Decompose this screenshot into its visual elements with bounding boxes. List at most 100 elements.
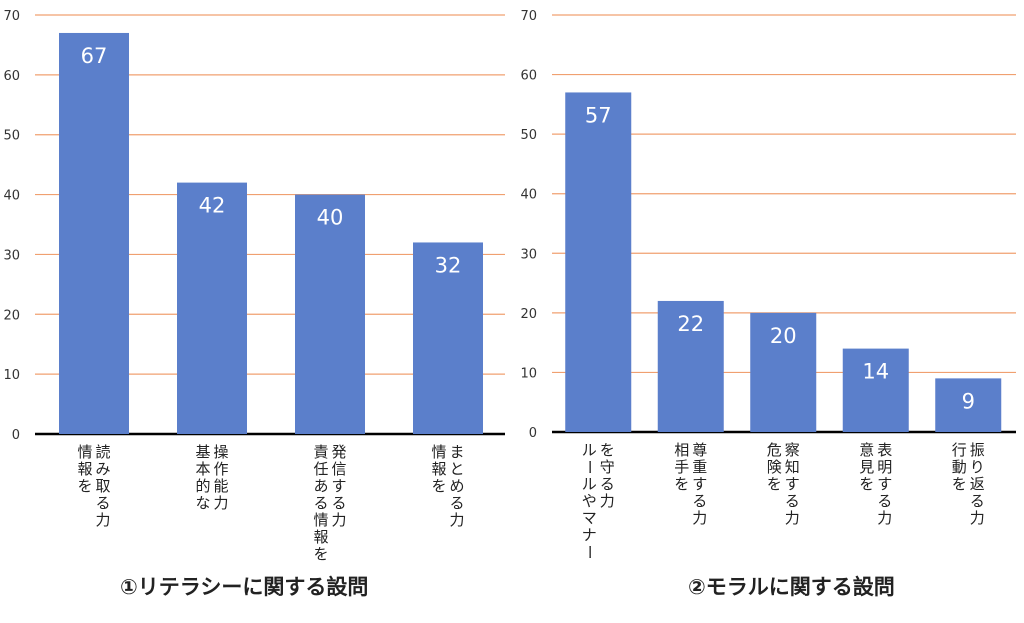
chart-2-category-label-char: す [692, 475, 707, 493]
chart-1-category-label-char: 情 [77, 443, 92, 461]
chart-2-category-label-char: 見 [859, 458, 874, 476]
chart-1-category-label-char: る [95, 494, 110, 512]
chart-2-category-label-char: 表 [877, 441, 892, 459]
chart-2-bar [565, 92, 632, 432]
chart-1-category-label-char: 力 [449, 511, 464, 529]
chart-1-category-label-char: る [313, 494, 328, 512]
chart-2-ytick-label: 10 [520, 366, 537, 381]
chart-1-bar [413, 242, 483, 434]
chart-1-category-label-char: 操 [213, 443, 228, 461]
chart-1-category-label-char: す [331, 477, 346, 495]
chart-2-category-label-char: 力 [785, 509, 800, 527]
chart-1-bar [177, 182, 247, 434]
chart-2-data-label: 14 [862, 360, 889, 384]
chart-2-data-label: 9 [962, 389, 975, 413]
chart-2-category-label-char: る [600, 475, 615, 493]
chart-1-category-label-char: 取 [95, 477, 110, 495]
chart-2-ytick-label: 70 [520, 9, 537, 24]
chart-1-bar [59, 32, 129, 434]
chart-2-category-label-char: る [785, 492, 800, 510]
chart-2-category-label-char: 力 [877, 509, 892, 527]
chart-1-category-label-char: 報 [431, 460, 446, 478]
chart-2-category-label-char: 危 [767, 441, 782, 459]
chart-2-title: ②モラルに関する設問 [688, 575, 895, 599]
chart-1-ytick-label: 50 [3, 129, 20, 144]
chart-1-category-label-char: と [449, 460, 464, 478]
chart-2-ytick-label: 50 [520, 128, 537, 143]
chart-2-category-label-char: ー [580, 544, 598, 559]
chart-1-ytick-label: 40 [3, 189, 20, 204]
chart-2-category-label-char: を [674, 475, 689, 493]
chart-1-category-label-char: ま [449, 443, 464, 461]
chart-1-data-label: 32 [435, 253, 462, 277]
chart-1-category-label-char: 責 [313, 443, 328, 461]
chart-1-category-label-char: あ [313, 477, 328, 495]
chart-1-category-label-char: 力 [213, 494, 228, 512]
chart-1-category-label-char: 力 [331, 511, 346, 529]
chart-1-ytick-label: 30 [3, 248, 20, 263]
chart-1-data-label: 67 [81, 44, 108, 68]
chart-2-category-label-char: す [877, 475, 892, 493]
chart-2-ytick-label: 20 [520, 307, 537, 322]
chart-2-category-label-char: す [785, 475, 800, 493]
chart-1-category-label-char: 的 [195, 477, 210, 495]
chart-2-category-label-char: 険 [767, 458, 782, 476]
chart-1-category-label-char: を [77, 477, 92, 495]
chart-2-category-label-char: 行 [952, 441, 967, 459]
chart-2-category-label-char: 明 [877, 458, 892, 476]
chart-1-category-label-char: 報 [77, 460, 92, 478]
chart-2-category-label-char: マ [582, 509, 597, 527]
chart-1-category-label-char: 能 [213, 477, 228, 495]
chart-2-category-label-char: 振 [970, 441, 985, 459]
chart-1-category-label-char: み [95, 460, 110, 478]
chart-2-category-label-char: る [970, 492, 985, 510]
chart-2-category-label-char: を [600, 441, 615, 459]
chart-1-category-label-char: 作 [213, 460, 228, 478]
chart-2-category-label-char: 動 [952, 458, 967, 476]
chart-1-category-label-char: 信 [331, 460, 346, 478]
chart-1-category-label-char: 読 [95, 443, 110, 461]
chart-2-ytick-label: 60 [520, 69, 537, 84]
chart-2-category-label-char: ナ [582, 526, 597, 544]
chart-2-category-label-char: 意 [859, 441, 874, 459]
chart-1-data-label: 40 [317, 206, 344, 230]
chart-2-bar [842, 348, 909, 432]
chart-2-ytick-label: 40 [520, 188, 537, 203]
chart-1-category-label-char: め [449, 477, 464, 495]
chart-2-category-label-char: 手 [674, 458, 689, 476]
chart-2-category-label-char: を [952, 475, 967, 493]
chart-2-data-label: 20 [770, 324, 797, 348]
chart-2-category-label-char: 力 [692, 509, 707, 527]
chart-1-category-label-char: 力 [95, 511, 110, 529]
chart-2-category-label-char: 相 [674, 441, 689, 459]
chart-2-category-label-char: 尊 [692, 441, 707, 459]
chart-2-data-label: 22 [677, 312, 704, 336]
chart-2-category-label-char: や [582, 492, 597, 510]
chart-1-category-label-char: を [431, 477, 446, 495]
chart-1-category-label-char: 発 [331, 443, 346, 461]
chart-2-category-label-char: ー [580, 459, 598, 474]
chart-1-title: ①リテラシーに関する設問 [120, 575, 369, 599]
chart-2-category-label-char: る [877, 492, 892, 510]
chart-1-category-label-char: な [195, 494, 210, 512]
chart-1-bar [295, 194, 365, 434]
chart-1-category-label-char: 基 [195, 443, 210, 461]
chart-1-ytick-label: 0 [12, 428, 20, 443]
chart-1-category-label-char: 情 [431, 443, 446, 461]
chart-1-category-label-char: る [449, 494, 464, 512]
chart-1-ytick-label: 10 [3, 368, 20, 383]
chart-1-ytick-label: 20 [3, 308, 20, 323]
chart-2-data-label: 57 [585, 103, 612, 127]
chart-1-category-label-char: 本 [195, 460, 210, 478]
chart-2-category-label-char: 知 [785, 458, 800, 476]
chart-1-category-label-char: る [331, 494, 346, 512]
chart-2-category-label-char: 力 [970, 509, 985, 527]
chart-2-category-label-char: 察 [785, 441, 800, 459]
chart-2-bar [750, 312, 817, 432]
chart-2-category-label-char: ル [582, 441, 597, 459]
chart-1-ytick-label: 60 [3, 69, 20, 84]
chart-2-category-label-char: 守 [600, 458, 615, 476]
chart-2-category-label-char: り [970, 458, 985, 476]
